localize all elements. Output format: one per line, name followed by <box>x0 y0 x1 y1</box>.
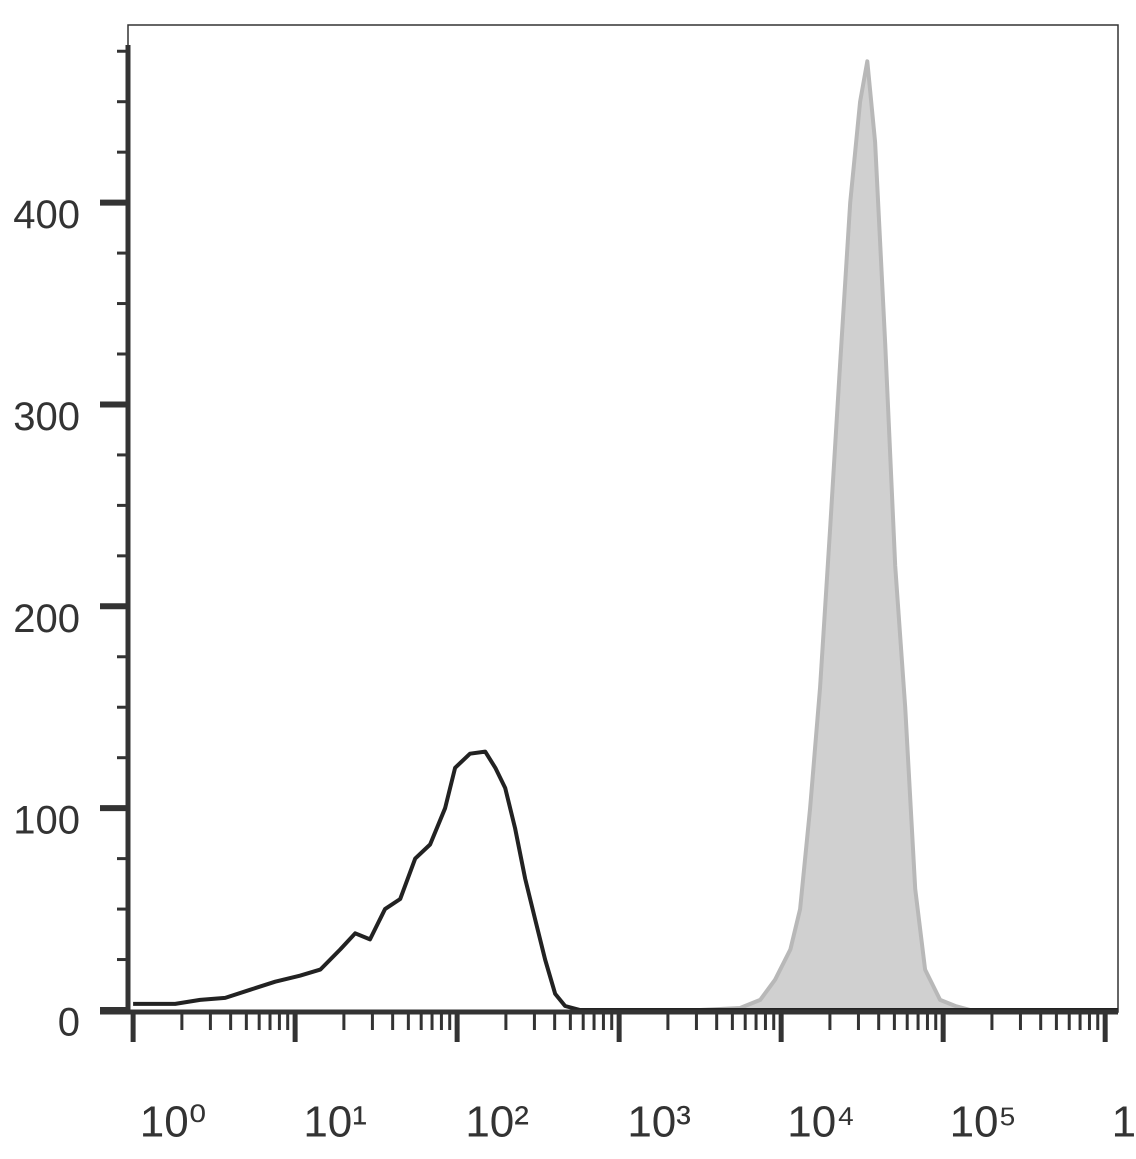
x-tick-label: 10⁵ <box>950 1098 1017 1147</box>
x-tick-label: 10³ <box>627 1098 691 1147</box>
x-tick-label: 10⁰ <box>140 1098 207 1147</box>
histogram-area <box>700 61 1118 1011</box>
histogram-line <box>133 749 1118 1012</box>
y-tick-label: 300 <box>13 395 80 439</box>
x-tick-label: 10² <box>465 1098 529 1147</box>
y-tick-label: 400 <box>13 193 80 237</box>
x-tick-label: 10¹ <box>303 1098 367 1147</box>
histogram-line <box>700 59 1118 1012</box>
y-tick-label: 100 <box>13 799 80 843</box>
x-tick-label: 10⁶ <box>1112 1098 1136 1147</box>
y-tick-label: 200 <box>13 597 80 641</box>
plot-frame <box>127 24 1119 1013</box>
x-tick-label: 10⁴ <box>787 1098 855 1147</box>
y-tick-label: 0 <box>58 1001 80 1045</box>
